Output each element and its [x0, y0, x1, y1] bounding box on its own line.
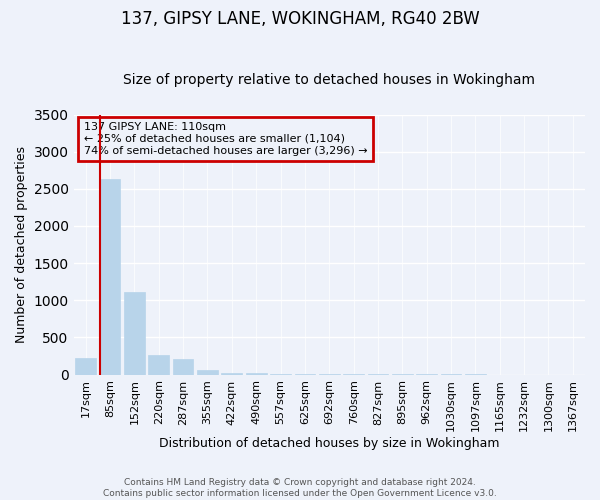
- Bar: [124, 292, 145, 374]
- Text: Contains HM Land Registry data © Crown copyright and database right 2024.
Contai: Contains HM Land Registry data © Crown c…: [103, 478, 497, 498]
- Bar: [148, 354, 169, 374]
- Bar: [197, 370, 218, 374]
- Bar: [76, 358, 96, 374]
- X-axis label: Distribution of detached houses by size in Wokingham: Distribution of detached houses by size …: [159, 437, 500, 450]
- Text: 137, GIPSY LANE, WOKINGHAM, RG40 2BW: 137, GIPSY LANE, WOKINGHAM, RG40 2BW: [121, 10, 479, 28]
- Title: Size of property relative to detached houses in Wokingham: Size of property relative to detached ho…: [123, 73, 535, 87]
- Bar: [173, 358, 193, 374]
- Bar: [221, 372, 242, 374]
- Text: 137 GIPSY LANE: 110sqm
← 25% of detached houses are smaller (1,104)
74% of semi-: 137 GIPSY LANE: 110sqm ← 25% of detached…: [84, 122, 367, 156]
- Y-axis label: Number of detached properties: Number of detached properties: [15, 146, 28, 343]
- Bar: [100, 179, 121, 374]
